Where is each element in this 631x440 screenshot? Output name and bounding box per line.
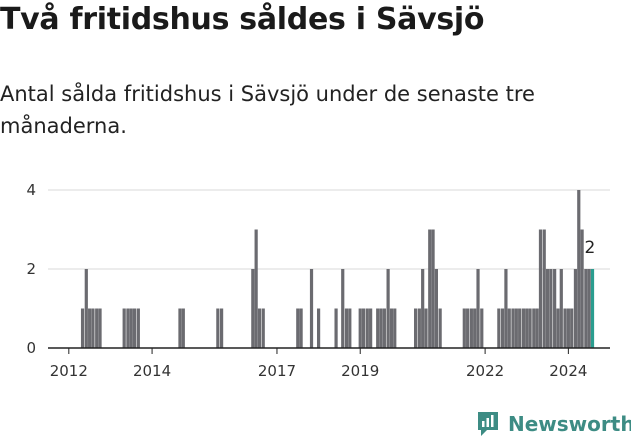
bar (521, 308, 526, 348)
bar (216, 308, 220, 348)
bar (379, 308, 383, 348)
bar (122, 308, 126, 348)
bar (129, 308, 133, 348)
bar (473, 308, 477, 348)
bar-chart: 0 2 4 2 2012 2014 2017 2019 2022 2024 (26, 181, 610, 380)
bar (553, 269, 557, 348)
bar (514, 308, 518, 348)
bar (91, 308, 95, 348)
bar (476, 269, 480, 348)
bar (542, 229, 546, 348)
bar (504, 269, 508, 348)
chart-title: Två fritidshus såldes i Sävsjö (0, 2, 485, 37)
y-tick-label: 0 (26, 339, 36, 357)
bar (365, 308, 369, 348)
bar (417, 308, 421, 348)
bar (344, 308, 349, 348)
bar (511, 308, 515, 348)
bar (316, 308, 321, 348)
bar (584, 269, 588, 348)
bar (545, 269, 550, 348)
bar (136, 308, 140, 348)
bar (95, 308, 99, 348)
bar (181, 308, 185, 348)
bar (431, 229, 435, 348)
bar (434, 269, 438, 348)
bar (501, 308, 505, 348)
bar (587, 269, 591, 348)
bar (566, 308, 570, 348)
bar (497, 308, 501, 348)
bar (386, 269, 390, 348)
x-tick-label: 2014 (133, 362, 171, 380)
bar (573, 269, 578, 348)
bar (376, 308, 380, 348)
bar (220, 308, 224, 348)
bars (80, 190, 595, 348)
bar (549, 269, 553, 348)
bar (580, 229, 584, 348)
bar (538, 229, 543, 348)
bar (389, 308, 394, 348)
bar (251, 269, 255, 348)
highlight-value-label: 2 (585, 238, 596, 258)
bar (341, 269, 345, 348)
x-tick-label: 2024 (549, 362, 587, 380)
bar (358, 308, 362, 348)
grid-lines (48, 189, 610, 270)
bar (80, 308, 85, 348)
bar (507, 308, 511, 348)
bar (98, 308, 102, 348)
newsworthy-logo: Newsworthy (476, 408, 631, 440)
bar (413, 308, 418, 348)
bar (424, 308, 428, 348)
bar (518, 308, 522, 348)
highlight-bar (590, 269, 595, 348)
bar (126, 308, 130, 348)
bar (132, 308, 137, 348)
y-tick-label: 4 (26, 181, 36, 199)
bar (84, 269, 88, 348)
y-tick-label: 2 (26, 260, 36, 278)
bar (369, 308, 373, 348)
bar (577, 190, 581, 348)
bar (462, 308, 466, 348)
bar (563, 308, 567, 348)
x-tick-label: 2017 (258, 362, 296, 380)
bar (559, 269, 563, 348)
x-tick-label: 2019 (341, 362, 379, 380)
bar (532, 308, 536, 348)
bar (382, 308, 386, 348)
bar (348, 308, 352, 348)
bar (257, 308, 262, 348)
bar (525, 308, 529, 348)
bar (361, 308, 366, 348)
bar (469, 308, 473, 348)
bar (261, 308, 265, 348)
bar (480, 308, 484, 348)
bar (296, 308, 300, 348)
bar (528, 308, 532, 348)
x-tick-label: 2012 (50, 362, 88, 380)
bar (421, 269, 425, 348)
bar (334, 308, 338, 348)
bar (556, 308, 560, 348)
bar (299, 308, 303, 348)
newsworthy-icon (478, 412, 498, 436)
bar (570, 308, 574, 348)
bar (466, 308, 470, 348)
chart-subtitle: Antal sålda fritidshus i Sävsjö under de… (0, 82, 535, 138)
bar (535, 308, 539, 348)
bar (393, 308, 397, 348)
bar (254, 229, 258, 348)
bar (428, 229, 432, 348)
tick-labels: 0 2 4 2 2012 2014 2017 2019 2022 2024 (26, 181, 595, 380)
bar (309, 269, 314, 348)
bar (438, 308, 442, 348)
x-tick-label: 2022 (466, 362, 504, 380)
bar (178, 308, 182, 348)
brand-name: Newsworthy (508, 412, 631, 436)
bar (88, 308, 92, 348)
x-axis (48, 347, 610, 354)
